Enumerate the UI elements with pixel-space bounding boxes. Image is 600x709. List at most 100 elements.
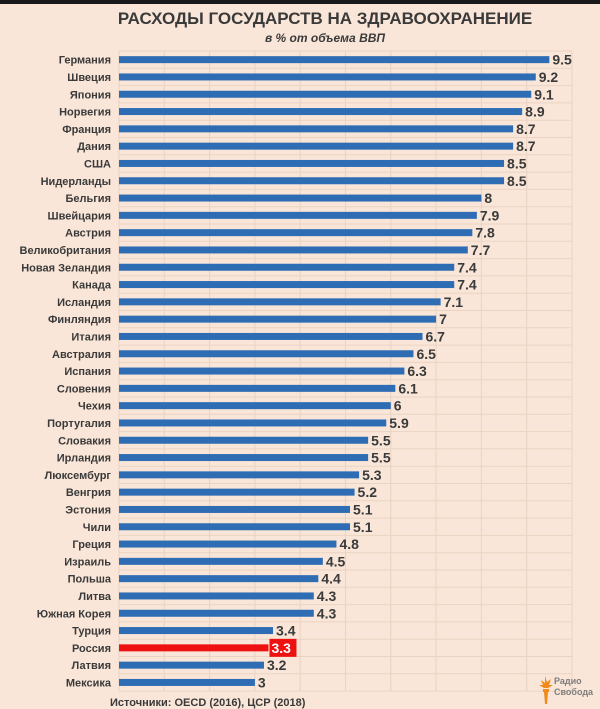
category-label: Япония [70, 89, 111, 101]
category-label: Бельгия [65, 193, 111, 205]
value-label: 6.3 [407, 363, 427, 379]
category-label: Латвия [72, 660, 111, 672]
bar-32 [119, 609, 314, 617]
value-label: 6.1 [398, 380, 418, 396]
source-note: Источники: OECD (2016), ЦСР (2018) [110, 697, 306, 709]
bar-17 [119, 350, 414, 358]
category-label: Россия [72, 643, 111, 655]
bar-9 [119, 211, 477, 219]
bar-4 [119, 125, 514, 133]
value-label: 5.3 [362, 467, 382, 483]
value-label: 8.7 [516, 138, 536, 154]
category-label: Израиль [64, 556, 111, 568]
value-label: 7.1 [444, 294, 464, 310]
category-label: Венгрия [66, 487, 111, 499]
category-label: Ирландия [57, 453, 111, 465]
value-label: 7.8 [475, 225, 495, 241]
bar-7 [119, 177, 505, 185]
bar-27 [119, 523, 351, 531]
category-label: США [84, 158, 111, 170]
bar-5 [119, 142, 514, 150]
category-label: Словакия [58, 435, 111, 447]
bar-35 [119, 661, 264, 669]
bar-36 [119, 678, 255, 686]
bar-23 [119, 454, 369, 462]
category-label: Италия [71, 331, 111, 343]
category-label: Швеция [67, 72, 111, 84]
bars [119, 56, 550, 686]
radio-svoboda-logo: Радио Свобода [538, 674, 600, 704]
category-label: Словения [57, 383, 111, 395]
category-label: Дания [77, 141, 111, 153]
bar-24 [119, 471, 360, 479]
category-label: Португалия [47, 418, 111, 430]
category-label: Греция [72, 539, 111, 551]
value-label: 3.2 [267, 657, 287, 673]
value-label: 6.5 [416, 346, 436, 362]
value-label: 8.5 [507, 173, 527, 189]
category-label: Германия [59, 55, 111, 67]
top-border [0, 0, 600, 4]
bar-1 [119, 73, 536, 81]
value-label: 4.4 [321, 571, 341, 587]
bar-14 [119, 298, 441, 306]
bar-28 [119, 540, 337, 548]
logo-line1: Радио [554, 676, 582, 686]
value-label: 9.5 [552, 52, 572, 68]
bar-11 [119, 246, 468, 254]
chart-subtitle: в % от объема ВВП [264, 31, 386, 45]
bar-31 [119, 592, 314, 600]
bar-26 [119, 505, 351, 513]
highlight-label-box [269, 638, 297, 657]
bar-8 [119, 194, 482, 202]
value-label: 8.5 [507, 155, 527, 171]
bar-21 [119, 419, 387, 427]
value-label: 5.2 [358, 484, 378, 500]
value-label: 5.1 [353, 519, 373, 535]
category-label: Финляндия [48, 314, 111, 326]
value-label: 5.1 [353, 501, 373, 517]
bar-12 [119, 263, 455, 271]
category-label: Франция [62, 124, 111, 136]
value-label: 4.8 [339, 536, 359, 552]
category-label: Великобритания [20, 245, 112, 257]
category-label: Литва [78, 591, 111, 603]
value-labels: 9.59.29.18.98.78.78.58.587.97.87.77.47.4… [258, 52, 572, 691]
category-label: Канада [72, 280, 112, 292]
category-label: Польша [68, 574, 112, 586]
category-label: Чехия [78, 401, 111, 413]
bar-20 [119, 402, 391, 410]
value-label: 7.4 [457, 277, 477, 293]
bar-15 [119, 315, 437, 323]
bar-19 [119, 384, 396, 392]
bar-34 [119, 644, 269, 652]
category-label: Люксембург [45, 470, 112, 482]
category-label: Чили [83, 522, 111, 534]
bar-2 [119, 90, 532, 98]
category-label: Швейцария [48, 210, 111, 222]
category-label: Новая Зеландия [21, 262, 111, 274]
bar-3 [119, 108, 523, 116]
value-label: 7.7 [471, 242, 491, 258]
value-label: 9.2 [539, 69, 559, 85]
value-label: 8.9 [525, 104, 545, 120]
logo-line2: Свобода [554, 687, 594, 697]
category-label: Мексика [66, 677, 112, 689]
value-label: 5.9 [389, 415, 409, 431]
chart-title: РАСХОДЫ ГОСУДАРСТВ НА ЗДРАВООХРАНЕНИЕ [117, 9, 533, 28]
value-label: 3.4 [276, 623, 296, 639]
category-label: Норвегия [59, 107, 111, 119]
bar-16 [119, 332, 423, 340]
torch-icon [539, 676, 553, 704]
category-label: Эстония [65, 504, 111, 516]
category-label: Нидерланды [41, 176, 111, 188]
category-label: Австралия [52, 349, 111, 361]
value-label: 3.3 [271, 640, 291, 656]
bar-6 [119, 159, 505, 167]
bar-13 [119, 281, 455, 289]
value-label: 8 [484, 190, 492, 206]
value-label: 6.7 [426, 328, 446, 344]
value-label: 5.5 [371, 432, 391, 448]
category-label: Южная Корея [37, 608, 111, 620]
